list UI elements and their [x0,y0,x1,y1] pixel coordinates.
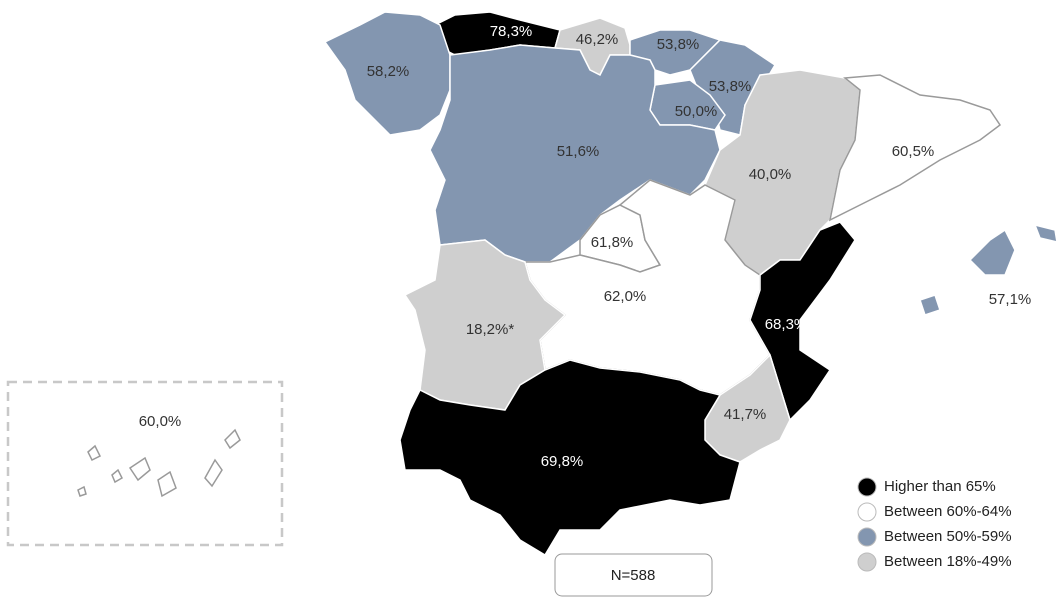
region-shape [323,11,451,136]
region-label: 78,3% [490,23,533,40]
region-shape [968,228,1016,276]
region-label: 50,0% [675,103,718,120]
region-shape [111,468,123,484]
region-label: 51,6% [557,143,600,160]
legend: Higher than 65% Between 60%-64% Between 50… [857,477,1012,572]
region: 18,2%* [403,239,567,411]
region-label: 46,2% [576,31,619,48]
region-shape [689,39,777,136]
region-label: 18,2%* [466,321,515,338]
canary-inset [6,380,284,547]
region-label: 60,5% [892,143,935,160]
region-label: 61,8% [591,234,634,251]
legend-swatch [857,552,877,572]
legend-label: Between 60%-64% [884,503,1012,520]
region: 69,8% [399,359,741,557]
region-label: 68,3% [765,316,808,333]
region: 50,0% [649,79,726,131]
region: 51,6% [429,44,721,263]
legend-swatch [857,477,877,497]
region-label: 53,8% [657,36,700,53]
region: 41,7% [704,353,791,463]
region-label: 60,0% [139,413,182,430]
region: 78,3% [434,11,561,56]
region: 58,2% [323,11,451,136]
region-shape [204,458,223,488]
region-label: 40,0% [749,166,792,183]
region-shape [1033,223,1058,243]
legend-label: Between 18%-49% [884,553,1012,570]
note-box [554,553,713,597]
region-shape [399,359,741,557]
region: 68,3% [749,221,856,422]
region-label: 58,2% [367,63,410,80]
region-shape [749,221,856,422]
region-shape [828,74,1002,222]
region-label: 53,8% [709,78,752,95]
note: N=588 [611,567,656,584]
region-label: 57,1% [989,291,1032,308]
legend-swatch [857,527,877,547]
region: 53,8% [689,39,777,136]
region-shape [77,485,87,497]
legend-swatch [857,502,877,522]
region: 60,0% [77,413,241,498]
region-shape [87,444,102,462]
region-label: 69,8% [541,453,584,470]
region-label: 41,7% [724,406,767,423]
region: 62,0% [524,179,771,396]
legend-label: Between 50%-59% [884,528,1012,545]
region-shape [429,44,721,263]
region: 57,1% [919,223,1058,316]
region-shape [224,428,241,450]
region-shape [919,294,941,316]
region-label: 62,0% [604,288,647,305]
region-shape [128,456,151,482]
region: 60,5% [828,74,1002,222]
region-shape [157,470,177,498]
legend-label: Higher than 65% [884,478,996,495]
